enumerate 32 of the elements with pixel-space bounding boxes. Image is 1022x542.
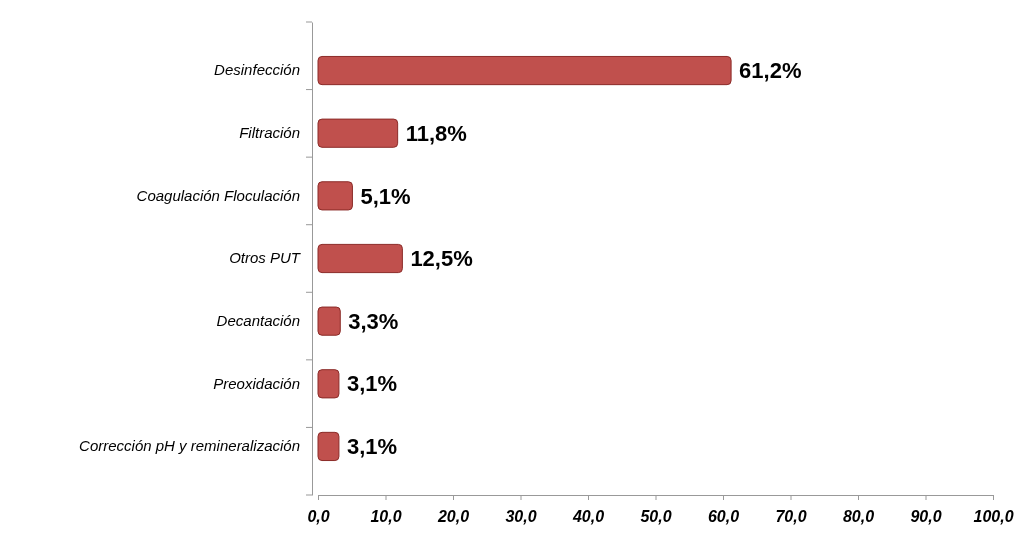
x-tick-label: 50,0 <box>640 508 672 526</box>
data-label: 3,1% <box>346 371 398 397</box>
x-tick-label: 20,0 <box>436 508 470 526</box>
x-tick-label: 90,0 <box>910 508 942 526</box>
bar <box>317 369 340 399</box>
x-tick-label: 40,0 <box>571 508 605 526</box>
bar <box>317 306 341 336</box>
x-tick-label: 80,0 <box>842 508 875 526</box>
bar <box>317 118 399 148</box>
y-tick-label: Corrección pH y remineralización <box>79 437 300 455</box>
data-label: 3,3% <box>348 308 399 334</box>
bar <box>317 181 353 211</box>
y-tick-label: Decantación <box>216 311 300 329</box>
x-tick-label: 30,0 <box>505 508 537 526</box>
y-tick-label: Preoxidación <box>213 374 300 392</box>
x-tick-label: 100,0 <box>973 508 1014 526</box>
y-tick-label: Otros PUT <box>229 249 302 267</box>
y-tick-label: Desinfección <box>214 61 300 79</box>
data-label: 3,1% <box>346 434 398 460</box>
data-label: 5,1% <box>360 183 411 209</box>
y-tick-label: Filtración <box>239 124 300 141</box>
x-tick-label: 10,0 <box>370 508 402 526</box>
x-tick-label: 0,0 <box>307 508 330 526</box>
x-tick-label: 70,0 <box>775 508 807 526</box>
data-label: 12,5% <box>410 246 473 272</box>
y-tick-label: Coagulación Floculación <box>136 186 300 204</box>
bar <box>317 55 732 86</box>
data-label: 11,8% <box>405 120 467 146</box>
bar <box>317 431 340 462</box>
bar <box>317 243 403 274</box>
data-label: 61,2% <box>739 58 802 84</box>
x-tick-label: 60,0 <box>707 508 740 526</box>
